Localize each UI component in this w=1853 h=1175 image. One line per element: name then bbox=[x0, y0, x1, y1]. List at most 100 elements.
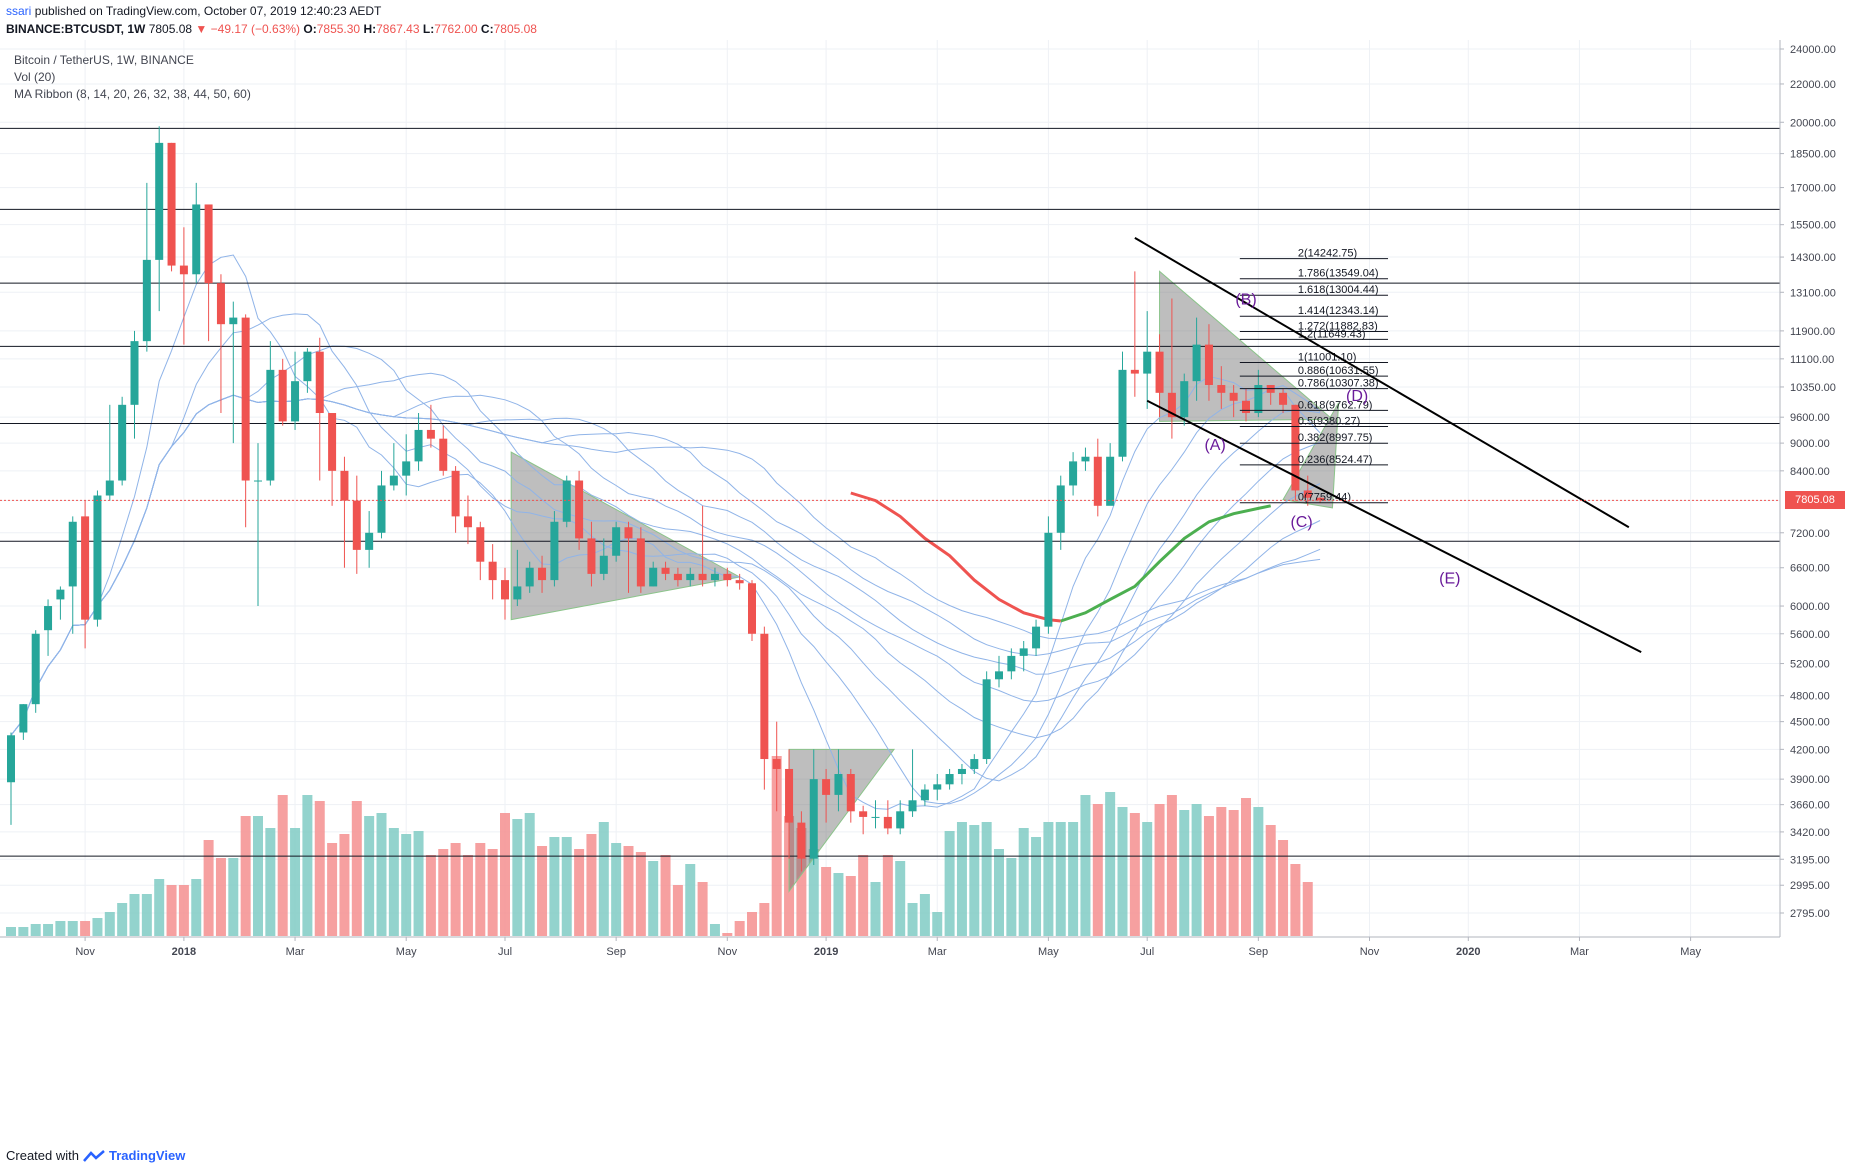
candle-body bbox=[1229, 392, 1238, 401]
candle-body bbox=[760, 633, 769, 760]
volume-bar bbox=[203, 840, 214, 936]
volume-bar bbox=[994, 849, 1004, 936]
volume-bar bbox=[450, 843, 461, 936]
candle-body bbox=[920, 789, 929, 801]
candle-body bbox=[81, 516, 90, 620]
candle-body bbox=[426, 429, 435, 439]
volume-bar bbox=[141, 894, 152, 936]
tradingview-brand[interactable]: TradingView bbox=[108, 1148, 186, 1163]
volume-bar bbox=[1290, 864, 1301, 936]
candle-body bbox=[1254, 385, 1263, 414]
volume-bar bbox=[1006, 858, 1017, 936]
candle-body bbox=[1303, 490, 1312, 498]
price-axis-label: 24000.00 bbox=[1790, 44, 1836, 56]
candle-body bbox=[1044, 532, 1053, 627]
candle-body bbox=[1143, 351, 1152, 374]
trendline bbox=[1134, 236, 1630, 529]
volume-bar bbox=[129, 894, 140, 936]
price-axis-label: 20000.00 bbox=[1790, 117, 1836, 129]
price-axis-label: 3660.00 bbox=[1790, 800, 1830, 812]
candle-body bbox=[192, 204, 201, 275]
ma-ribbon-line bbox=[10, 394, 1321, 736]
wave-label: (B) bbox=[1235, 292, 1256, 309]
price-axis-label: 5200.00 bbox=[1790, 659, 1830, 671]
volume-bar bbox=[870, 882, 881, 936]
candle-body bbox=[624, 527, 633, 539]
candle-body bbox=[1093, 456, 1102, 506]
price-axis-label: 3420.00 bbox=[1790, 827, 1830, 839]
time-axis-label: Mar bbox=[1570, 946, 1589, 958]
candle-body bbox=[809, 779, 818, 859]
volume-bar bbox=[351, 801, 362, 936]
candle-body bbox=[241, 317, 250, 481]
volume-bar bbox=[598, 822, 609, 936]
symbol-line: BINANCE:BTCUSDT, 1W 7805.08 ▼ −49.17 (−0… bbox=[6, 22, 537, 36]
candle-body bbox=[155, 142, 164, 260]
candle-body bbox=[587, 538, 596, 574]
volume-bar bbox=[475, 843, 486, 936]
candle-body bbox=[216, 283, 225, 325]
fib-level-label: 1(11001.10) bbox=[1298, 351, 1357, 363]
volume-bar bbox=[1105, 792, 1116, 936]
last-price-badge: 7805.08 bbox=[1785, 491, 1845, 510]
candle-body bbox=[278, 369, 287, 422]
volume-bar bbox=[1154, 804, 1165, 936]
volume-bar bbox=[722, 933, 733, 936]
candle-body bbox=[612, 527, 621, 556]
price-axis-label: 14300.00 bbox=[1790, 252, 1836, 264]
volume-bar bbox=[734, 921, 745, 936]
volume-bar bbox=[537, 846, 548, 936]
volume-bar bbox=[191, 879, 202, 936]
candle-body bbox=[488, 561, 497, 581]
time-axis-label: Mar bbox=[928, 946, 947, 958]
time-axis-label: Mar bbox=[286, 946, 305, 958]
volume-bar bbox=[117, 903, 128, 936]
trendline bbox=[1146, 399, 1642, 654]
volume-bar bbox=[215, 858, 226, 936]
candle-body bbox=[7, 735, 15, 783]
wave-label: (A) bbox=[1204, 437, 1225, 454]
volume-bar bbox=[858, 855, 869, 936]
volume-bar bbox=[1241, 798, 1251, 936]
volume-bar bbox=[635, 852, 646, 936]
candle-body bbox=[896, 811, 905, 829]
time-axis-label: 2018 bbox=[172, 946, 196, 958]
candle-body bbox=[673, 573, 682, 581]
low-value: 7762.00 bbox=[434, 22, 478, 36]
candle-body bbox=[748, 583, 756, 634]
candle-body bbox=[118, 404, 127, 481]
candle-body bbox=[105, 480, 114, 496]
time-axis-label: 2020 bbox=[1456, 946, 1480, 958]
candle-body bbox=[513, 586, 522, 600]
candle-body bbox=[476, 527, 485, 562]
volume-bar bbox=[969, 825, 980, 936]
author[interactable]: ssari bbox=[6, 4, 32, 18]
candle-body bbox=[1316, 497, 1325, 501]
triangle-pattern bbox=[788, 748, 896, 893]
price-chart[interactable]: 2(14242.75) 1.786(13549.04) 1.618(13004.44… bbox=[0, 40, 1853, 1148]
close-label: C: bbox=[480, 22, 494, 36]
candle-body bbox=[1019, 648, 1028, 656]
candle-body bbox=[562, 480, 571, 522]
candle-body bbox=[451, 470, 460, 517]
ma-60-red-line bbox=[850, 491, 1061, 623]
price-axis-label: 4200.00 bbox=[1790, 744, 1830, 756]
candle-body bbox=[130, 341, 139, 405]
chart-legend: Bitcoin / TetherUS, 1W, BINANCE Vol (20)… bbox=[14, 52, 251, 103]
candle-body bbox=[1081, 456, 1090, 462]
volume-bar bbox=[1080, 795, 1091, 936]
volume-bar bbox=[240, 816, 251, 936]
volume-bar bbox=[833, 873, 844, 936]
candle-body bbox=[463, 516, 472, 528]
legend-volume: Vol (20) bbox=[14, 70, 56, 84]
candle-body bbox=[538, 567, 547, 581]
volume-bar bbox=[1129, 813, 1140, 936]
candle-body bbox=[995, 671, 1003, 680]
candle-body bbox=[575, 480, 584, 539]
fib-level-label: 1.272(11882.83) bbox=[1298, 320, 1378, 332]
volume-bar bbox=[1253, 807, 1264, 936]
time-axis-label: May bbox=[396, 946, 417, 958]
low-label: L: bbox=[422, 22, 435, 36]
candle-body bbox=[772, 759, 781, 769]
price-axis-label: 18500.00 bbox=[1790, 149, 1836, 161]
